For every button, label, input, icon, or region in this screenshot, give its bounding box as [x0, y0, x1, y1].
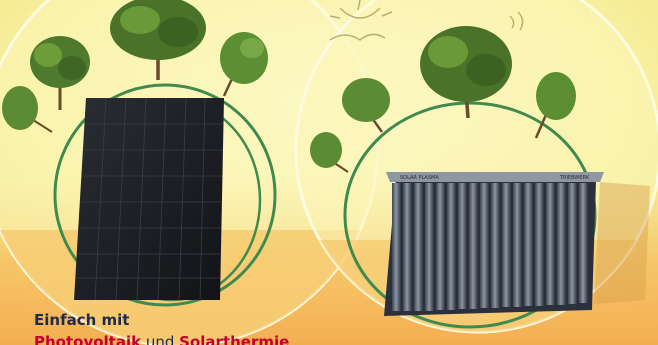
- caption-term-solarthermie: Solarthermie: [179, 333, 290, 345]
- sun-doodle: [329, 0, 524, 41]
- caption-line-2: Photovoltaik und Solarthermie: [34, 331, 289, 345]
- caption-joiner: und: [141, 333, 180, 345]
- collector-tubes: [392, 183, 588, 311]
- tree-left-1: [30, 36, 90, 110]
- tree-right-3: [534, 72, 576, 139]
- tree-left-2: [110, 0, 206, 80]
- green-ring-right: [343, 101, 597, 329]
- collector-label-left: SOLAR PLASMA: [400, 175, 439, 181]
- caption: Einfach mit Photovoltaik und Solarthermi…: [34, 309, 289, 345]
- tree-left-3: [220, 32, 268, 97]
- caption-line-1: Einfach mit: [34, 311, 130, 329]
- photovoltaic-panel: [74, 97, 224, 301]
- green-ring-left: [53, 83, 277, 307]
- collector-label-right: TRIEBWERK: [559, 175, 590, 181]
- caption-term-photovoltaik: Photovoltaik: [34, 333, 142, 345]
- collector-shadow: [594, 182, 650, 304]
- tree-left-4: [2, 86, 53, 133]
- tree-right-1: [420, 26, 512, 119]
- solar-thermal-collector: SOLAR PLASMA TRIEBWERK: [384, 172, 604, 316]
- tree-right-2: [342, 78, 390, 133]
- tree-right-4: [310, 132, 349, 173]
